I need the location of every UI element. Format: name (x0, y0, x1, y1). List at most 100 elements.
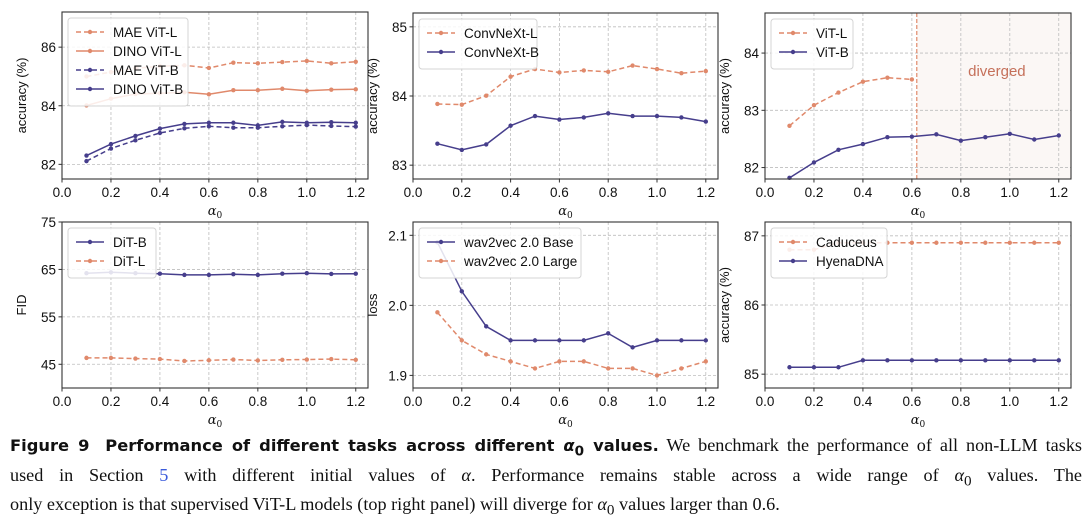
series-line (86, 60, 356, 78)
y-axis-label: accuracy (%) (365, 58, 380, 134)
data-point (484, 93, 489, 98)
data-point (654, 373, 660, 378)
x-tick-label: 0.4 (501, 394, 520, 409)
x-tick-label: 1.2 (696, 185, 715, 200)
data-point (435, 310, 440, 315)
x-axis-label: α0 (558, 204, 573, 221)
data-point (679, 338, 684, 343)
series-line (86, 124, 356, 162)
data-point (934, 358, 939, 363)
legend-item: DiT-L (76, 254, 146, 269)
data-point (231, 120, 236, 125)
series-hyenadna (787, 358, 1061, 370)
data-point (679, 70, 684, 76)
data-point (108, 141, 114, 147)
legend: DiT-B DiT-L (67, 227, 157, 279)
data-point (304, 120, 309, 125)
caption-text: . Performance remains stable across a wi… (470, 464, 955, 485)
legend-label: ViT-B (816, 45, 849, 60)
y-tick-label: 86 (744, 298, 759, 313)
data-point (206, 120, 212, 125)
data-point (532, 366, 538, 371)
legend-item: DINO ViT-B (76, 82, 183, 97)
y-tick-label: 84 (41, 99, 57, 114)
data-point (255, 88, 261, 93)
y-axis-label: accuracy (%) (717, 58, 732, 134)
y-tick-label: 87 (744, 229, 759, 244)
x-tick-label: 0.4 (854, 394, 873, 409)
data-point (885, 135, 890, 140)
x-axis-label-subscript: 0 (920, 211, 926, 221)
y-tick-label: 84 (744, 46, 760, 61)
legend-marker (87, 258, 93, 264)
data-point (958, 138, 964, 143)
caption-line-1: Figure 9 Performance of different tasks … (10, 434, 1082, 464)
y-tick-label: 1.9 (388, 368, 407, 383)
data-point (885, 358, 890, 363)
axes-frame (61, 11, 369, 180)
data-point (860, 358, 866, 363)
series-line (436, 241, 706, 349)
x-axis-label: α0 (911, 204, 926, 221)
y-tick-label: 83 (392, 158, 407, 173)
y-tick-label: 45 (41, 357, 56, 372)
math-subscript: 0 (606, 501, 615, 519)
legend: Caduceus HyenaDNA (770, 227, 888, 279)
data-point (280, 357, 285, 362)
x-tick-label: 1.0 (1000, 185, 1019, 200)
y-tick-label: 2.1 (388, 228, 407, 243)
data-point (836, 90, 841, 95)
legend-item: DiT-B (76, 235, 147, 250)
data-point (157, 271, 163, 276)
data-point (329, 123, 334, 129)
data-point (206, 65, 212, 71)
x-tick-label: 0.2 (102, 185, 121, 200)
legend-marker (438, 30, 444, 36)
data-point (231, 125, 236, 130)
chart-panel-top-right: diverged 0.0 0.2 0.4 0.6 0.8 1.0 1.2 α0 82 83 84 acc… (717, 12, 1072, 221)
data-point (679, 115, 684, 120)
data-point (231, 60, 236, 65)
y-tick-label: 2.0 (388, 298, 407, 313)
data-point (983, 135, 988, 140)
section-link[interactable]: 5 (159, 464, 169, 485)
data-point (329, 61, 334, 66)
legend-box (770, 227, 888, 279)
data-point (787, 365, 792, 370)
data-point (860, 141, 866, 147)
x-axis-label-subscript: 0 (217, 420, 223, 430)
math-alpha: α (461, 464, 471, 485)
series-convnext-l (435, 63, 708, 107)
data-point (353, 87, 358, 92)
chart-panel-top-left: 0.0 0.2 0.4 0.6 0.8 1.0 1.2 α0 82 84 86 accuracy (%… (14, 11, 369, 221)
x-tick-label: 1.0 (1000, 394, 1019, 409)
data-point (231, 271, 236, 277)
data-point (811, 102, 817, 108)
data-point (983, 358, 988, 363)
legend-label: DiT-L (113, 254, 146, 269)
legend-item: DINO ViT-L (76, 44, 182, 59)
data-point (206, 124, 212, 129)
x-tick-label: 0.8 (248, 394, 267, 409)
legend-label: ConvNeXt-B (464, 45, 539, 60)
x-tick-label: 1.0 (648, 394, 667, 409)
legend: MAE ViT-L DINO ViT-L MAE ViT-B DINO ViT-B (67, 17, 189, 107)
data-point (329, 87, 334, 92)
data-point (182, 121, 187, 127)
y-tick-label: 83 (744, 103, 759, 118)
y-tick-label: 82 (744, 161, 759, 176)
data-point (231, 357, 236, 362)
data-point (532, 338, 538, 343)
caption-text: used in Section (10, 464, 160, 485)
data-point (703, 119, 708, 124)
data-point (84, 158, 89, 164)
data-point (353, 271, 358, 276)
data-point (508, 123, 513, 128)
legend-box (418, 18, 538, 70)
data-point (630, 345, 635, 350)
x-tick-label: 1.2 (1049, 185, 1068, 200)
legend-label: DiT-B (113, 235, 147, 250)
data-point (484, 352, 489, 357)
data-point (133, 138, 138, 143)
x-tick-label: 0.2 (805, 394, 824, 409)
